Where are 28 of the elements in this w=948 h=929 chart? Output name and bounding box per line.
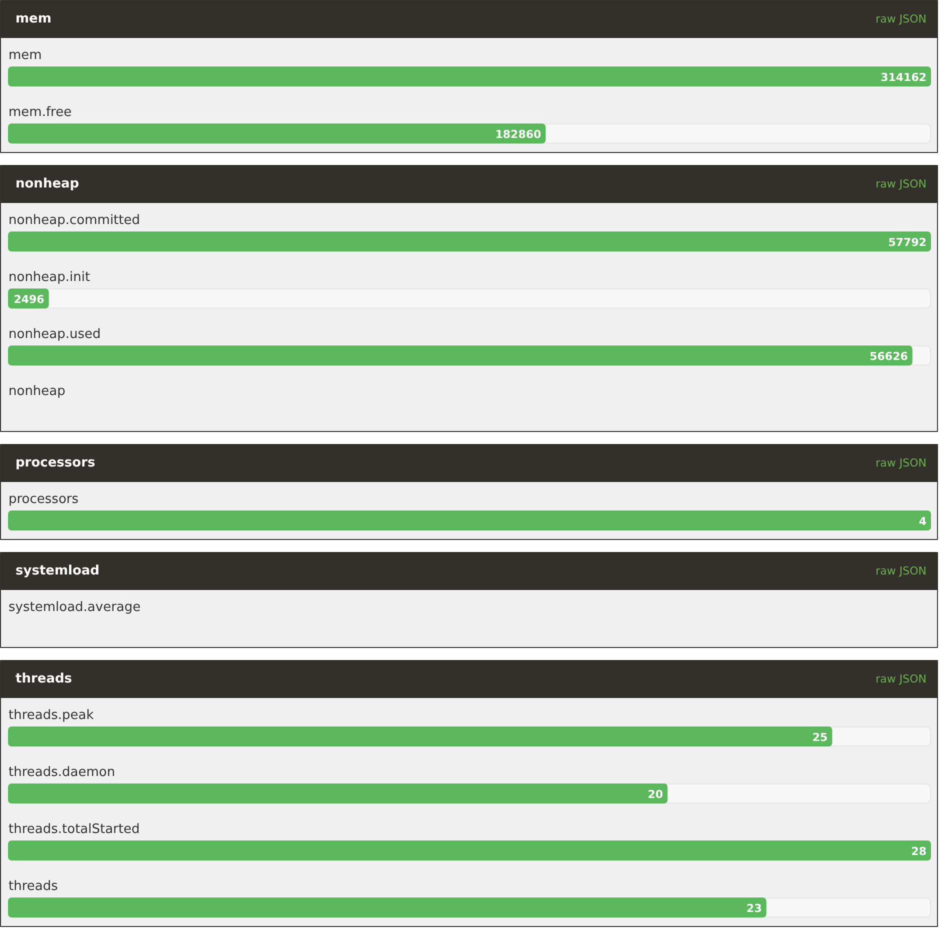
data-label: 56626 [870, 350, 908, 363]
text: raw JSON [876, 672, 927, 686]
text: systemload [16, 564, 100, 578]
y-tick-label: threads.totalStarted [8, 822, 140, 837]
y-tick-label: threads.peak [8, 708, 94, 723]
data-label: 4 [918, 515, 927, 528]
y-tick-label: mem.free [8, 105, 72, 120]
data-label: 2496 [14, 293, 45, 306]
data-label: 25 [812, 731, 828, 744]
data-label: 23 [746, 902, 762, 915]
text: raw JSON [876, 564, 927, 578]
y-tick-label: nonheap [8, 384, 66, 399]
y-tick-label: nonheap.used [8, 327, 101, 342]
y-tick-label: nonheap.committed [8, 213, 140, 228]
y-tick-label: mem [8, 48, 42, 63]
text: raw JSON [876, 12, 927, 26]
data-label: 182860 [495, 128, 542, 141]
y-tick-label: threads [8, 879, 58, 894]
y-tick-label: threads.daemon [8, 765, 116, 780]
data-label: 20 [648, 788, 664, 801]
category-label: systemload.average [8, 600, 141, 615]
data-label: 314162 [880, 71, 927, 84]
y-tick-label: processors [16, 456, 96, 470]
y-tick-label: nonheap.init [8, 270, 90, 285]
text: raw JSON [876, 178, 927, 190]
data-label: 57792 [888, 236, 927, 249]
data-label: 28 [911, 845, 927, 858]
annotation: raw JSON [876, 456, 927, 470]
